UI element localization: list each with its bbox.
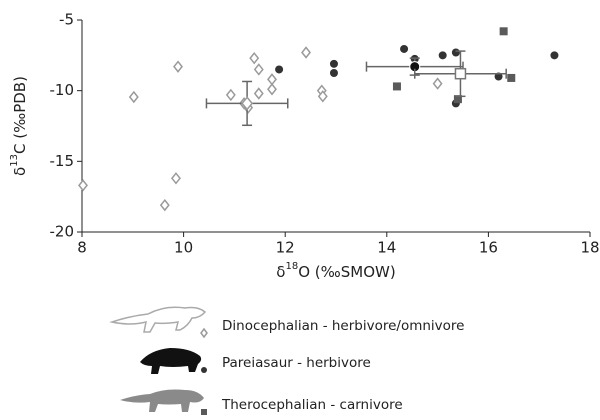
point (174, 62, 182, 72)
legend-label: Pareiasaur - herbivore (222, 355, 371, 371)
legend-label: Therocephalian - carnivore (221, 397, 403, 413)
point (302, 48, 310, 58)
point (393, 82, 401, 90)
legend-marker (201, 409, 207, 415)
y-axis-title-rest: C (‰PDB) (11, 76, 29, 154)
y-tick-label: -5 (59, 11, 74, 29)
point (439, 51, 447, 59)
point (275, 65, 283, 73)
point (268, 74, 276, 84)
y-tick-label: -15 (50, 152, 75, 170)
point (250, 53, 258, 63)
pareiasaur-silhouette (140, 348, 201, 374)
y-axis-title-prefix: δ (11, 167, 29, 176)
point (507, 74, 515, 82)
x-axis-title-sup: 18 (285, 261, 298, 272)
point (255, 64, 263, 74)
y-tick-label: -10 (50, 81, 75, 99)
point (550, 51, 558, 59)
mean-point (455, 69, 465, 79)
point (161, 200, 169, 210)
x-tick-label: 10 (174, 239, 193, 257)
point (400, 45, 408, 53)
chart: 81012141618-5-10-15-20δ18O (‰SMOW)δ13C (… (0, 0, 600, 416)
dinocephalian-silhouette (112, 307, 205, 332)
point (434, 79, 442, 89)
y-tick-label: -20 (50, 223, 75, 241)
point (268, 84, 276, 94)
y-axis-title-sup: 13 (9, 154, 20, 167)
x-axis-title: δ18O (‰SMOW) (276, 261, 395, 281)
point (130, 92, 138, 102)
x-axis-title-prefix: δ (276, 263, 285, 281)
point (500, 27, 508, 35)
point (452, 49, 460, 57)
point (172, 173, 180, 183)
x-tick-label: 12 (276, 239, 295, 257)
legend-label: Dinocephalian - herbivore/omnivore (222, 318, 465, 334)
point (330, 69, 338, 77)
x-tick-label: 18 (580, 239, 599, 257)
x-tick-label: 14 (377, 239, 396, 257)
point (255, 88, 263, 98)
point (227, 90, 235, 100)
y-axis-title: δ13C (‰PDB) (9, 76, 29, 176)
legend-marker (201, 367, 207, 373)
x-axis-title-rest: O (‰SMOW) (298, 263, 396, 281)
point (330, 60, 338, 68)
therocephalian-silhouette (120, 390, 204, 413)
x-tick-label: 16 (479, 239, 498, 257)
legend-marker (201, 329, 207, 337)
point (79, 180, 87, 190)
x-tick-label: 8 (77, 239, 87, 257)
